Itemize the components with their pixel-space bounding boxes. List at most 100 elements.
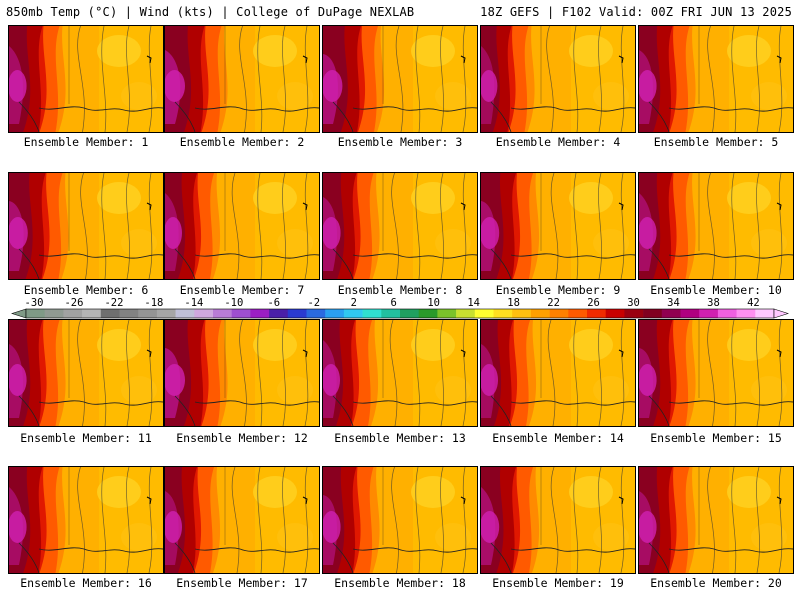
- ensemble-member-label: Ensemble Member: 4: [495, 135, 621, 149]
- ensemble-member-label: Ensemble Member: 18: [334, 576, 466, 590]
- colorbar-tick-label: 10: [427, 297, 440, 309]
- temperature-colorbar: -30 -26 -22 -18 -14 -10 -6 -2 2 6 10 14 18 22 26 30 34 38…: [10, 297, 790, 321]
- temperature-map: [323, 173, 477, 279]
- ensemble-member-map: [164, 172, 320, 280]
- temperature-map: [165, 26, 319, 132]
- colorbar-swatch: [287, 309, 307, 318]
- colorbar-swatch: [381, 309, 401, 318]
- colorbar-swatch: [437, 309, 457, 318]
- ensemble-member-label: Ensemble Member: 11: [20, 431, 152, 445]
- ensemble-member-label: Ensemble Member: 15: [650, 431, 782, 445]
- colorbar-swatch: [325, 309, 345, 318]
- colorbar-arrow-left: [11, 308, 27, 319]
- ensemble-member-label: Ensemble Member: 14: [492, 431, 624, 445]
- colorbar-swatch: [400, 309, 419, 318]
- colorbar-swatch: [568, 309, 588, 318]
- ensemble-member-label: Ensemble Member: 2: [179, 135, 305, 149]
- temperature-map: [481, 26, 635, 132]
- colorbar-swatch: [250, 309, 270, 318]
- ensemble-member-label: Ensemble Member: 16: [20, 576, 152, 590]
- colorbar-swatch: [306, 309, 326, 318]
- ensemble-member-label: Ensemble Member: 12: [176, 431, 308, 445]
- temperature-map: [323, 320, 477, 426]
- ensemble-member-label: Ensemble Member: 10: [650, 283, 782, 297]
- temperature-map: [323, 26, 477, 132]
- temperature-map: [9, 173, 163, 279]
- colorbar-tick-label: 14: [467, 297, 480, 309]
- colorbar-tick-label: -30: [25, 297, 44, 309]
- colorbar-swatch: [512, 309, 532, 318]
- ensemble-member-map: [322, 25, 478, 133]
- colorbar-swatch: [755, 309, 775, 318]
- ensemble-member-map: [480, 319, 636, 427]
- colorbar-swatch: [82, 309, 102, 318]
- colorbar-swatch: [138, 309, 158, 318]
- ensemble-member-map: [322, 172, 478, 280]
- ensemble-member-map: [8, 25, 164, 133]
- colorbar-swatch: [530, 309, 550, 318]
- colorbar-swatch: [175, 309, 195, 318]
- colorbar-swatch: [456, 309, 476, 318]
- colorbar-swatch: [44, 309, 64, 318]
- colorbar-tick-label: -10: [224, 297, 243, 309]
- ensemble-member-map: [480, 172, 636, 280]
- ensemble-member-label: Ensemble Member: 5: [653, 135, 779, 149]
- colorbar-swatch: [587, 309, 606, 318]
- colorbar-swatch: [231, 309, 251, 318]
- ensemble-member-map: [322, 466, 478, 574]
- colorbar-swatch: [661, 309, 681, 318]
- ensemble-member-map: [164, 25, 320, 133]
- temperature-map: [639, 173, 793, 279]
- colorbar-swatch: [624, 309, 644, 318]
- ensemble-member-map: [638, 319, 794, 427]
- colorbar-swatch: [119, 309, 139, 318]
- colorbar-swatch: [493, 309, 513, 318]
- colorbar-tick-label: -14: [184, 297, 203, 309]
- ensemble-member-map: [638, 172, 794, 280]
- colorbar-tick-label: 22: [547, 297, 560, 309]
- colorbar-swatch: [474, 309, 494, 318]
- colorbar-tick-label: -26: [64, 297, 83, 309]
- colorbar-tick-label: 2: [351, 297, 357, 309]
- temperature-map: [9, 26, 163, 132]
- colorbar-swatch: [418, 309, 438, 318]
- colorbar-swatch: [549, 309, 569, 318]
- temperature-map: [165, 467, 319, 573]
- colorbar-tick-label: -22: [104, 297, 123, 309]
- colorbar-tick-label: 18: [507, 297, 520, 309]
- colorbar-swatch: [717, 309, 737, 318]
- colorbar-swatch: [680, 309, 700, 318]
- temperature-map: [481, 320, 635, 426]
- colorbar-swatch: [643, 309, 663, 318]
- colorbar-tick-label: -18: [144, 297, 163, 309]
- ensemble-member-label: Ensemble Member: 9: [495, 283, 621, 297]
- ensemble-member-label: Ensemble Member: 20: [650, 576, 782, 590]
- product-title: 850mb Temp (°C) | Wind (kts) | College o…: [6, 5, 415, 19]
- ensemble-member-map: [638, 25, 794, 133]
- ensemble-member-label: Ensemble Member: 6: [23, 283, 149, 297]
- ensemble-member-label: Ensemble Member: 17: [176, 576, 308, 590]
- colorbar-swatch: [736, 309, 756, 318]
- temperature-map: [165, 320, 319, 426]
- temperature-map: [639, 467, 793, 573]
- temperature-map: [323, 467, 477, 573]
- colorbar-swatch: [699, 309, 719, 318]
- colorbar-swatch: [269, 309, 289, 318]
- colorbar-tick-label: 30: [627, 297, 640, 309]
- run-valid-time: 18Z GEFS | F102 Valid: 00Z FRI JUN 13 20…: [480, 5, 792, 19]
- temperature-map: [481, 467, 635, 573]
- temperature-map: [481, 173, 635, 279]
- ensemble-member-label: Ensemble Member: 8: [337, 283, 463, 297]
- colorbar-swatch: [343, 309, 363, 318]
- ensemble-member-map: [322, 319, 478, 427]
- colorbar-tick-label: -6: [267, 297, 280, 309]
- ensemble-member-map: [480, 25, 636, 133]
- ensemble-member-map: [480, 466, 636, 574]
- ensemble-member-label: Ensemble Member: 13: [334, 431, 466, 445]
- header: 850mb Temp (°C) | Wind (kts) | College o…: [0, 0, 800, 22]
- colorbar-swatch: [63, 309, 83, 318]
- ensemble-member-label: Ensemble Member: 1: [23, 135, 149, 149]
- temperature-map: [639, 26, 793, 132]
- colorbar-swatch: [26, 309, 45, 318]
- ensemble-member-map: [8, 466, 164, 574]
